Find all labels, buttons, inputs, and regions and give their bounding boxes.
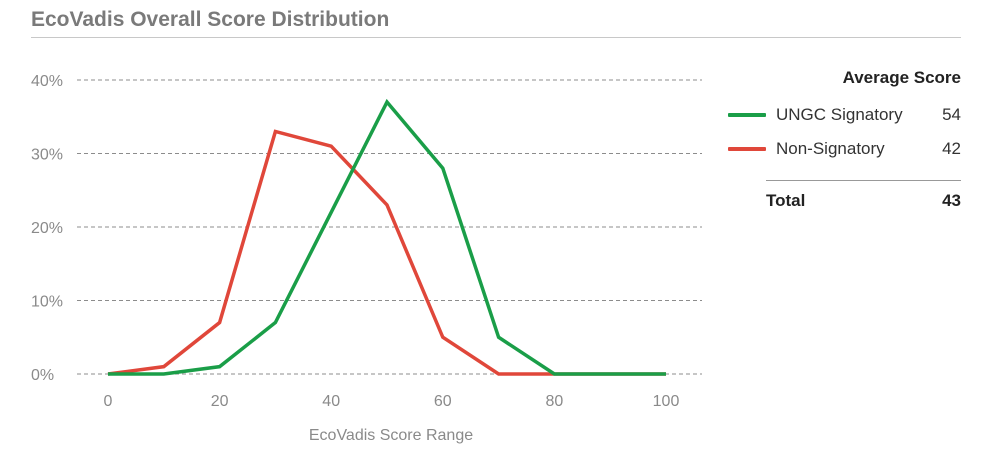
y-tick-label-1: 10%: [31, 294, 63, 311]
legend-swatch-non-signatory: [728, 147, 766, 151]
legend-header: Average Score: [842, 68, 961, 87]
x-axis-label: EcoVadis Score Range: [309, 427, 473, 444]
legend-divider: [766, 180, 961, 181]
legend-total-row: Total 43: [738, 191, 961, 211]
y-tick-label-0: 0%: [31, 367, 54, 384]
title-divider: [31, 37, 961, 38]
chart-title: EcoVadis Overall Score Distribution: [31, 8, 390, 31]
total-value: 43: [942, 191, 961, 210]
x-tick-label-3: 60: [434, 393, 452, 410]
legend-value-non-signatory: 42: [942, 139, 961, 158]
series-line-non-signatory: [107, 129, 666, 376]
legend-label-non-signatory: Non-Signatory: [776, 139, 885, 158]
x-tick-label-1: 20: [211, 393, 229, 410]
x-tick-label-0: 0: [104, 393, 113, 410]
legend-item-ungc: UNGC Signatory 54: [728, 98, 961, 132]
line-chart: 0% 10% 20% 30% 40% 0 20 40 60 80 100 EcoVadis Score…: [31, 73, 702, 444]
y-tick-label-4: 40%: [31, 73, 63, 90]
legend-value-ungc: 54: [942, 105, 961, 124]
legend-swatch-ungc: [728, 113, 766, 117]
x-tick-label-2: 40: [322, 393, 340, 410]
series-line-ungc-signatory: [108, 98, 666, 376]
total-label: Total: [766, 191, 806, 210]
legend-item-non-signatory: Non-Signatory 42: [728, 132, 961, 166]
legend: Average Score UNGC Signatory 54 Non-Sign…: [728, 68, 961, 211]
y-tick-label-3: 30%: [31, 147, 63, 164]
legend-label-ungc: UNGC Signatory: [776, 105, 903, 124]
y-tick-label-2: 20%: [31, 220, 63, 237]
x-tick-label-4: 80: [546, 393, 564, 410]
x-tick-label-5: 100: [653, 393, 680, 410]
